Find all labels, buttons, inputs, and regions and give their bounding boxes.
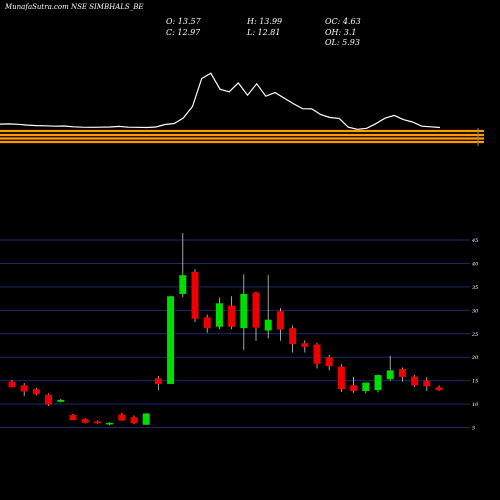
candle [130, 415, 138, 425]
candle-body-down [93, 421, 101, 424]
candle-body-down [118, 414, 126, 421]
candle-body-up [374, 375, 382, 391]
candle-body-down [191, 271, 199, 319]
candle-body-up [179, 275, 187, 294]
candle-body-up [106, 422, 114, 425]
candle-body-down [45, 394, 53, 405]
ohlc-high: H: 13.99 [246, 17, 282, 26]
candle-body-up [386, 370, 394, 380]
ohlc-oh: OH: 3.1 [325, 28, 357, 37]
candles [8, 232, 443, 426]
volume-panel [0, 72, 484, 146]
candle-body-up [240, 293, 248, 329]
candle [276, 307, 284, 341]
candle [313, 342, 321, 369]
candle [179, 232, 187, 298]
candle [362, 382, 370, 394]
y-tick-label: 35 [472, 285, 478, 291]
chart-title: MunafaSutra.com NSE SIMBHALS_BE [4, 3, 143, 11]
candle [167, 296, 175, 384]
candle [374, 375, 382, 393]
ohlc-low: L: 12.81 [246, 28, 280, 37]
candle-body-down [337, 366, 345, 390]
y-tick-label: 45 [471, 238, 478, 244]
candle-body-down [154, 378, 162, 384]
y-tick-label: 5 [472, 426, 475, 432]
candle-body-down [411, 376, 419, 386]
candle [289, 325, 297, 353]
candle [69, 413, 77, 421]
y-tick-label: 15 [472, 379, 478, 385]
candle-body-down [81, 419, 89, 423]
candle [203, 314, 211, 333]
candle-body-up [167, 296, 175, 384]
candle [435, 385, 443, 391]
candle [398, 367, 406, 382]
candle [350, 376, 358, 393]
candle-body-up [142, 413, 150, 425]
candle-body-down [301, 343, 309, 347]
price-axis: 45 40 35 30 25 20 15 10 5 [471, 238, 479, 432]
candle-body-down [228, 305, 236, 327]
candle-body-down [130, 417, 138, 424]
candle-body-down [252, 292, 260, 328]
candle-body-down [276, 311, 284, 330]
candle [423, 376, 431, 391]
candle [301, 340, 309, 353]
candle [20, 383, 28, 397]
y-tick-label: 25 [471, 332, 478, 338]
candle-body-up [264, 319, 272, 331]
y-tick-label: 20 [471, 355, 479, 361]
candle-body-down [20, 385, 28, 392]
candle-body-up [57, 399, 65, 402]
candle [215, 297, 223, 330]
y-tick-label: 30 [472, 308, 479, 314]
candle [93, 420, 101, 424]
candle [264, 275, 272, 339]
candle [106, 422, 114, 426]
candle [386, 355, 394, 381]
candle [228, 296, 236, 330]
volume-line [0, 72, 441, 130]
candle-body-down [350, 385, 358, 391]
candle [154, 375, 162, 391]
candle [8, 379, 16, 388]
candle [81, 418, 89, 424]
candle-body-up [215, 303, 223, 327]
candle [32, 387, 40, 396]
candle-body-up [362, 382, 370, 391]
candle-body-down [313, 344, 321, 364]
candle [45, 393, 53, 406]
candle-body-down [69, 414, 77, 421]
candle [325, 354, 333, 371]
ohlc-readout: O: 13.57 H: 13.99 OC: 4.63 C: 12.97 L: 1… [166, 17, 361, 47]
candle-body-down [203, 317, 211, 329]
ohlc-open: O: 13.57 [166, 17, 202, 26]
candle [240, 274, 248, 351]
y-tick-label: 10 [472, 402, 479, 408]
candle [411, 375, 419, 387]
candle-body-down [289, 328, 297, 345]
price-grid [0, 239, 470, 429]
candle-body-down [8, 381, 16, 388]
candle [337, 364, 345, 392]
candle-body-down [32, 389, 40, 395]
candle [252, 291, 260, 341]
candle [142, 413, 150, 425]
candle-body-down [398, 368, 406, 377]
candle-body-down [435, 387, 443, 391]
candle [118, 413, 126, 421]
ohlc-close: C: 12.97 [166, 28, 201, 37]
candle-body-down [325, 357, 333, 367]
ohlc-oc: OC: 4.63 [325, 17, 361, 26]
ohlc-ol: OL: 5.93 [325, 38, 360, 47]
y-tick-label: 40 [471, 261, 479, 267]
candle [57, 398, 65, 403]
candle [191, 269, 199, 323]
candle-body-down [423, 380, 431, 387]
